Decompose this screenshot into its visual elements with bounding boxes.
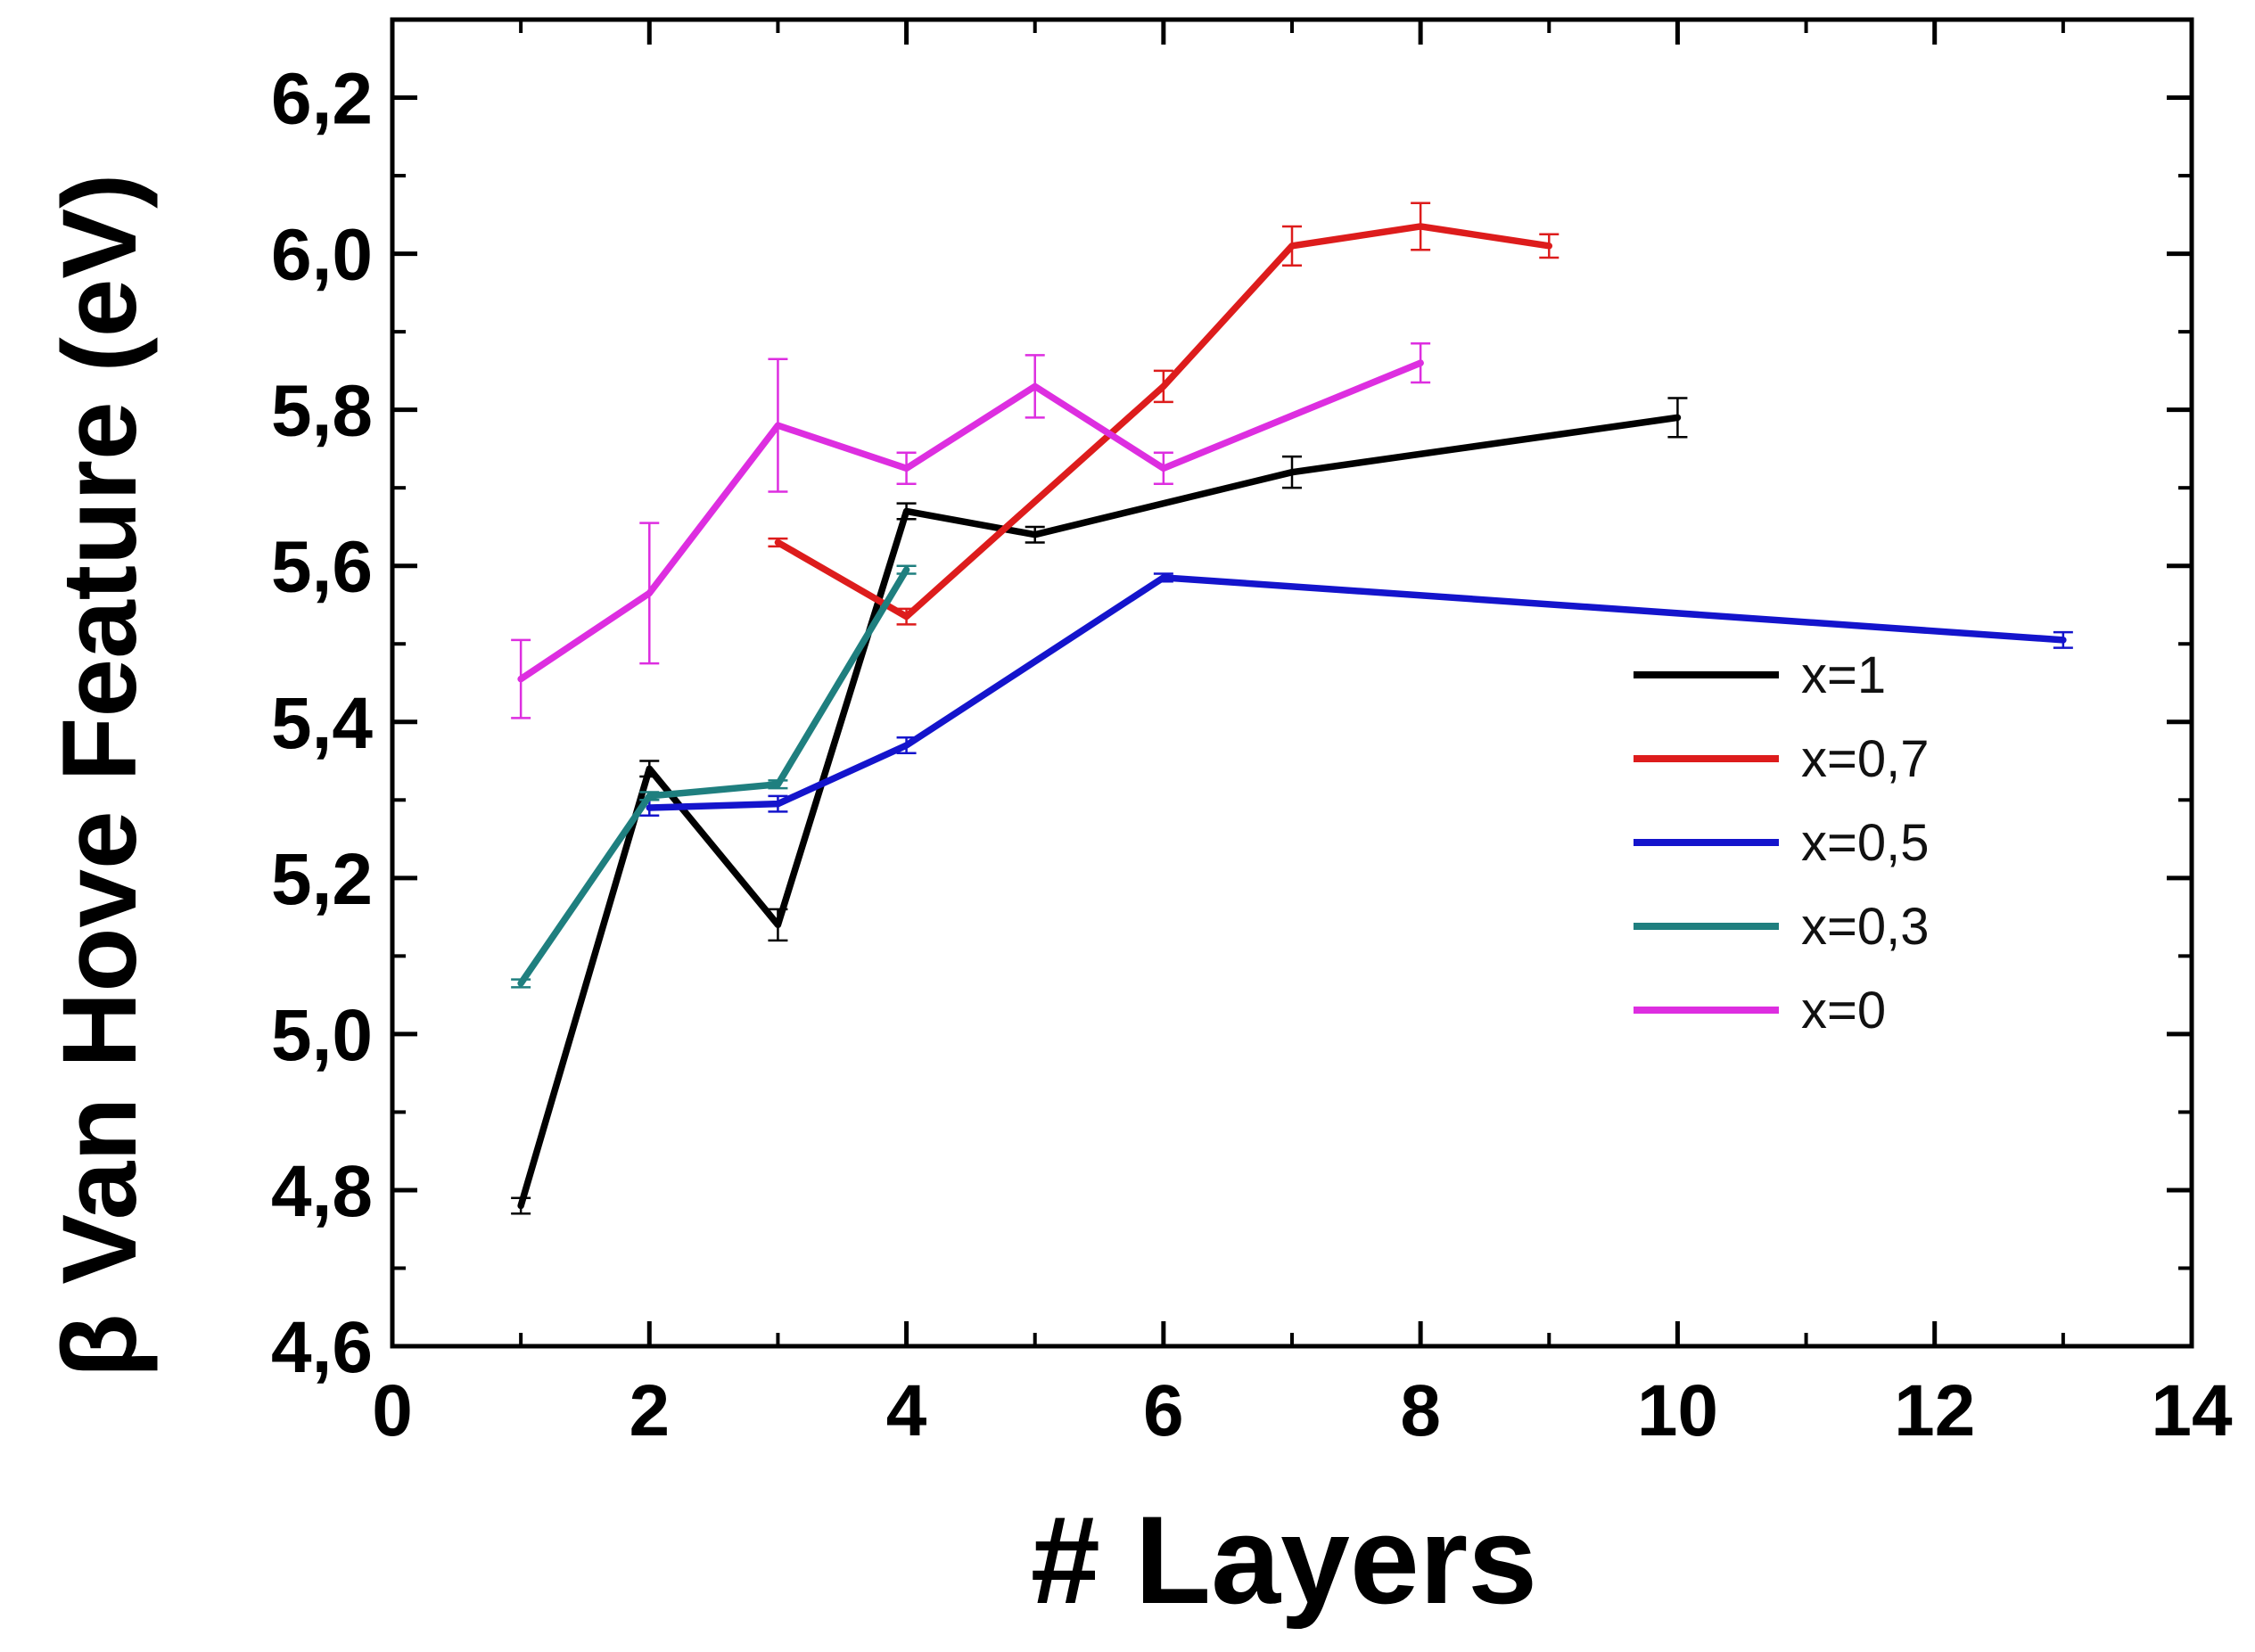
x-tick-label: 4 <box>886 1370 927 1451</box>
data-point <box>2060 637 2066 643</box>
data-point <box>903 508 909 514</box>
x-tick-label: 0 <box>372 1370 413 1451</box>
data-point <box>1418 360 1424 366</box>
data-point <box>775 922 781 928</box>
series-2 <box>768 201 1560 626</box>
data-point <box>1289 469 1295 475</box>
data-point <box>518 980 524 986</box>
x-tick-label: 8 <box>1400 1370 1441 1451</box>
data-point <box>903 613 909 620</box>
data-point <box>646 590 653 596</box>
y-tick-label: 6,2 <box>271 59 373 140</box>
data-point <box>1289 242 1295 249</box>
data-point <box>1160 383 1166 390</box>
data-point <box>1032 383 1038 390</box>
data-point <box>775 801 781 807</box>
x-tick-label: 2 <box>629 1370 670 1451</box>
x-axis-title: # Layers <box>1031 1490 1537 1630</box>
data-point <box>1546 242 1552 249</box>
data-point <box>518 1203 524 1209</box>
legend-label: x=0,3 <box>1801 898 1930 956</box>
y-tick-label: 6,0 <box>271 215 373 296</box>
data-point <box>518 676 524 682</box>
data-point <box>775 423 781 429</box>
y-axis-title: β Van Hove Feature (eV) <box>41 174 159 1378</box>
x-tick-label: 12 <box>1894 1370 1975 1451</box>
legend-label: x=1 <box>1801 646 1886 704</box>
series-line <box>517 566 910 987</box>
y-tick-label: 4,8 <box>271 1151 373 1232</box>
y-tick-label: 4,6 <box>271 1307 373 1388</box>
plot-frame <box>390 17 2194 1349</box>
data-point <box>903 465 909 472</box>
data-point <box>903 567 909 573</box>
data-point <box>775 781 781 787</box>
legend-label: x=0 <box>1801 982 1886 1040</box>
x-tick-label: 6 <box>1143 1370 1184 1451</box>
x-tick-label: 14 <box>2151 1370 2233 1451</box>
data-point <box>1675 415 1681 421</box>
series-1 <box>511 397 1688 1215</box>
data-point <box>646 805 653 811</box>
series-5 <box>511 341 1431 719</box>
data-point <box>646 793 653 799</box>
y-tick-label: 5,6 <box>271 527 373 608</box>
y-tick-label: 5,4 <box>271 683 373 764</box>
series-layer <box>511 201 2073 1215</box>
legend-label: x=0,5 <box>1801 814 1930 872</box>
data-point <box>903 743 909 749</box>
series-4 <box>511 564 917 989</box>
legend-label: x=0,7 <box>1801 730 1930 788</box>
data-point <box>1160 465 1166 472</box>
x-tick-label: 10 <box>1637 1370 1718 1451</box>
series-3 <box>639 572 2073 818</box>
y-tick-label: 5,0 <box>271 995 373 1076</box>
data-point <box>646 766 653 772</box>
data-point <box>1032 531 1038 538</box>
y-tick-label: 5,8 <box>271 371 373 452</box>
data-point <box>1160 574 1166 580</box>
data-point <box>775 539 781 546</box>
axes-layer: 0 2 4 6 8 10 12 14 4,6 4,8 5,0 5,2 5,4 5,6 5,8 6,0 6,2 <box>271 17 2233 1451</box>
y-tick-label: 5,2 <box>271 839 373 920</box>
data-point <box>1418 223 1424 229</box>
legend: x=1 x=0,7 x=0,5 x=0,3 x=0 <box>1634 646 1930 1040</box>
